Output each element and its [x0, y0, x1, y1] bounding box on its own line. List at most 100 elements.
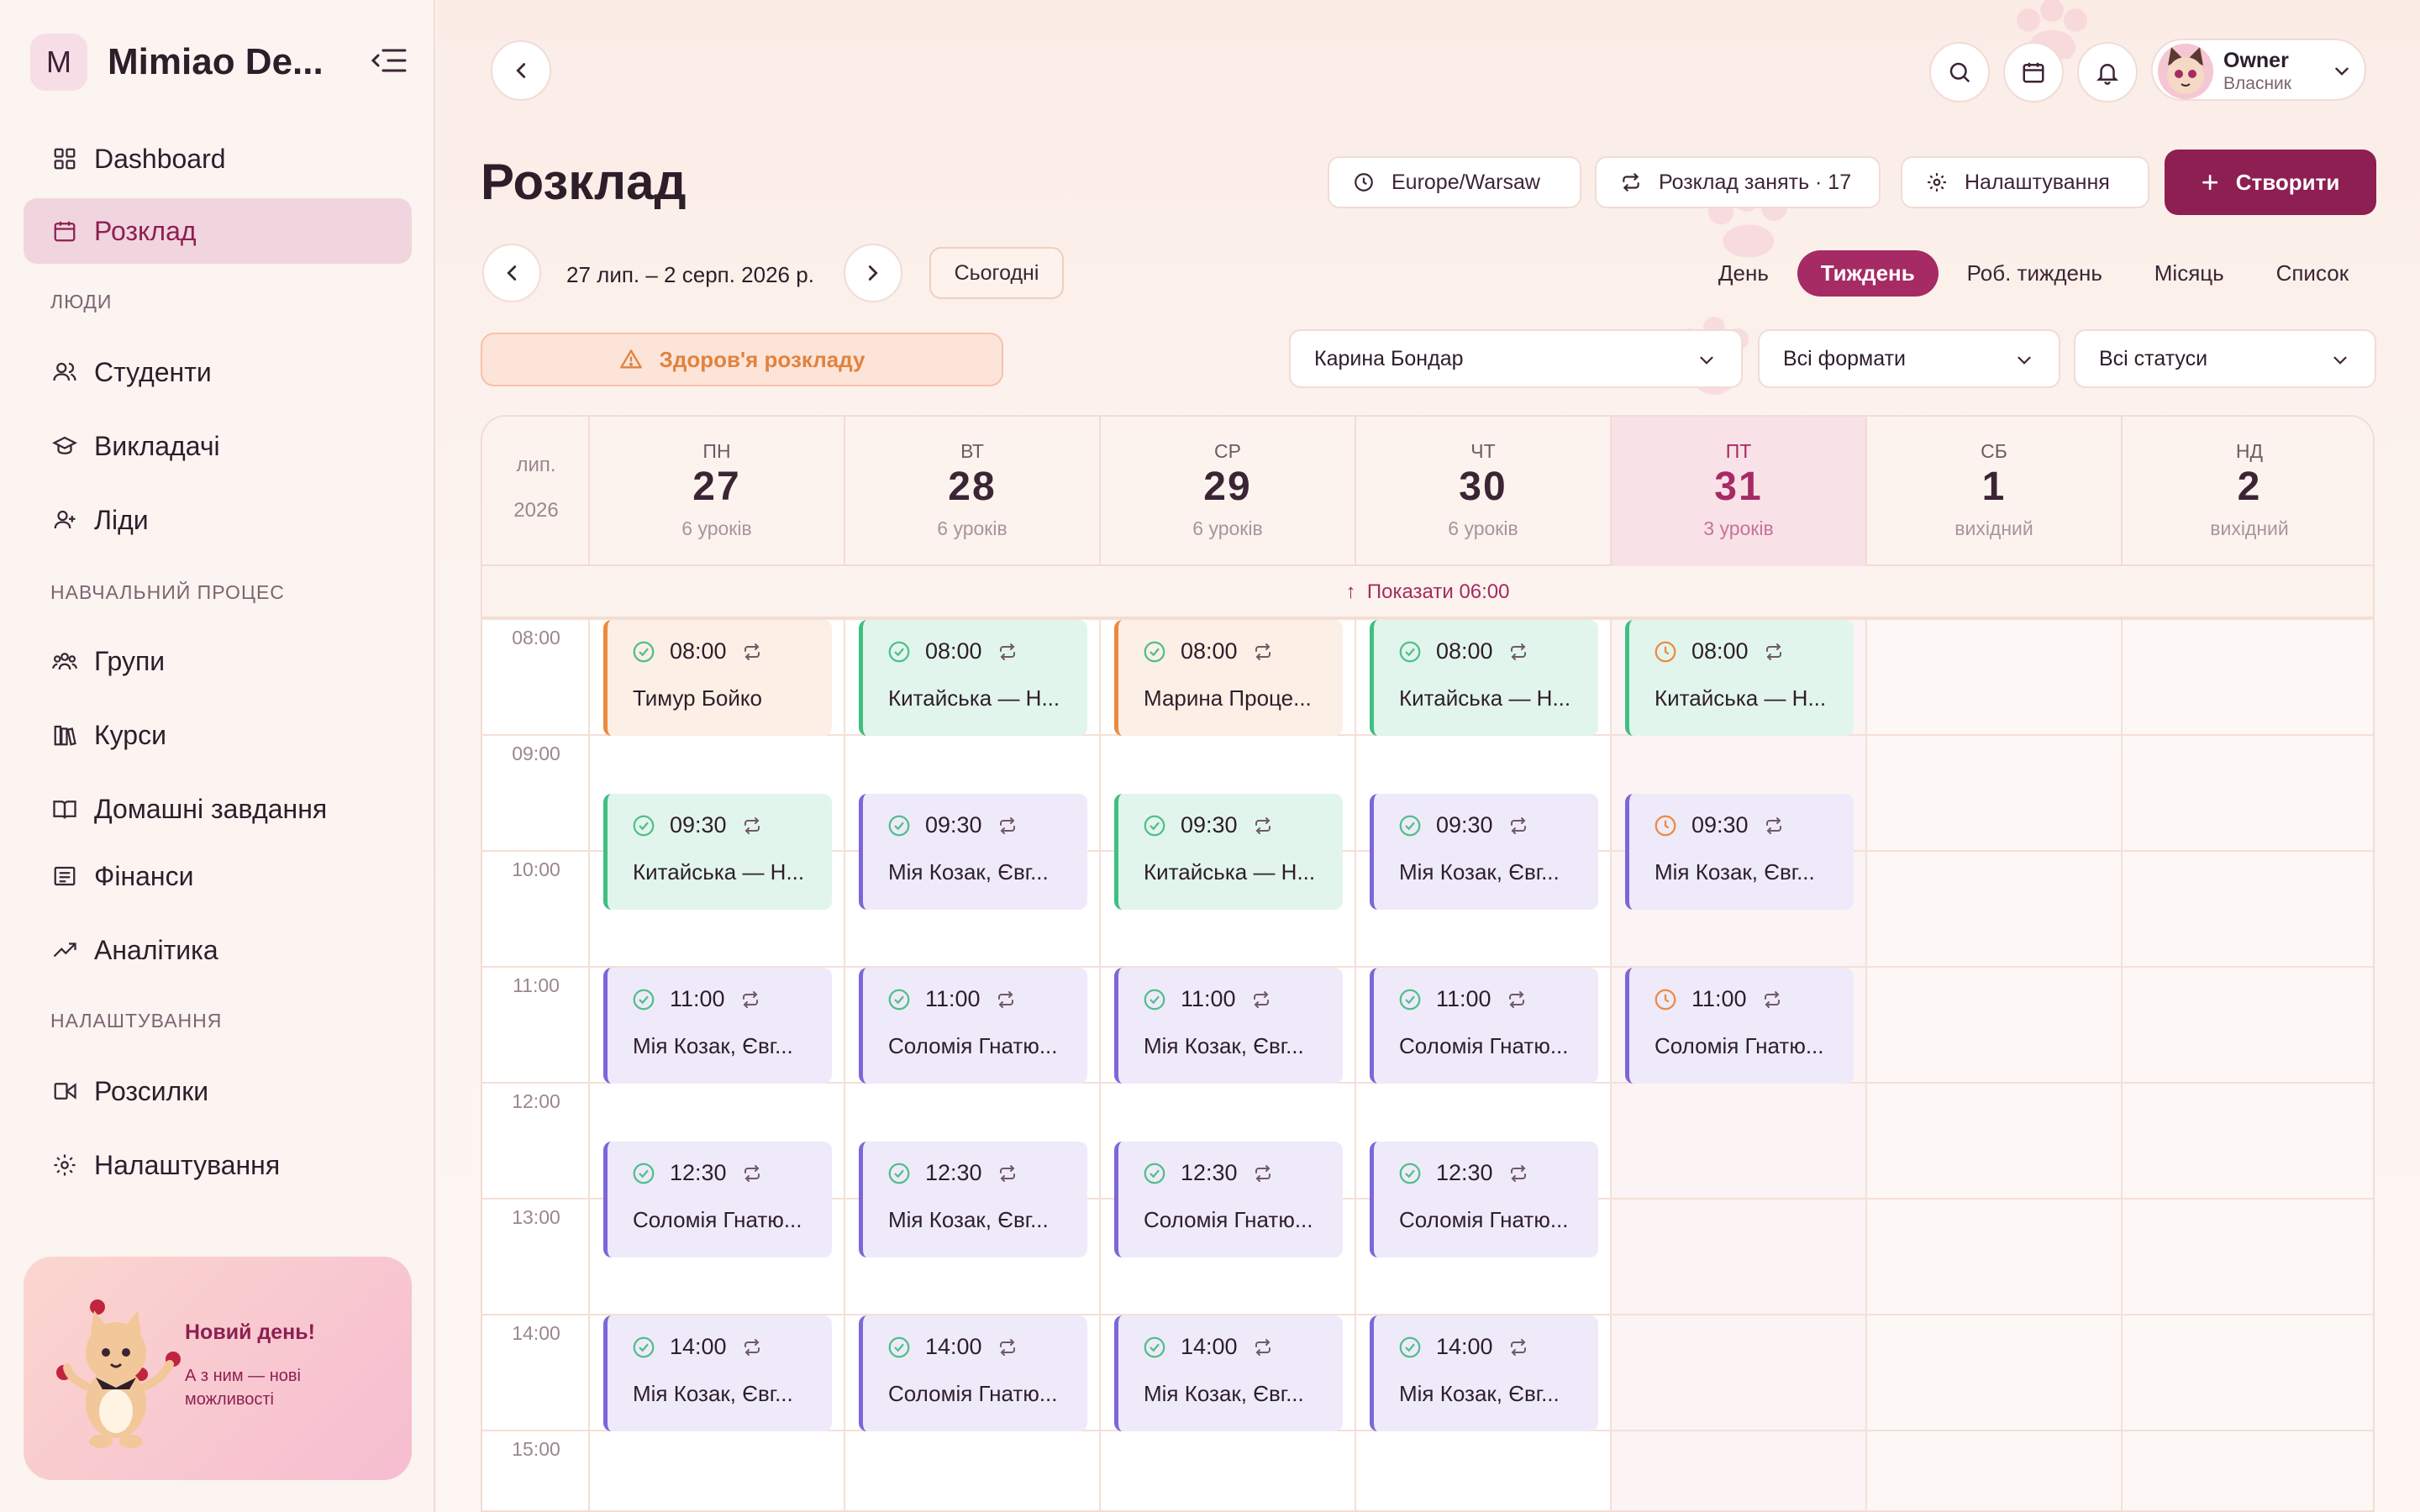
lesson-card[interactable]: 11:00 Соломія Гнатю... — [859, 968, 1087, 1084]
send-icon — [54, 1083, 76, 1100]
search-button[interactable] — [1929, 42, 1990, 102]
hour-line — [482, 966, 2373, 968]
lesson-card[interactable]: 08:00 Китайська — Н... — [1370, 620, 1598, 736]
calendar-button[interactable] — [2003, 42, 2064, 102]
user-menu[interactable]: Owner Власник — [2151, 39, 2366, 101]
prev-week-button[interactable] — [482, 244, 541, 302]
format-select[interactable]: Всі формати — [1758, 329, 2060, 388]
sidebar-item-teachers[interactable]: Викладачі — [24, 413, 412, 479]
lesson-card[interactable]: 14:00 Мія Козак, Євг... — [1370, 1315, 1598, 1431]
tab-list[interactable]: Список — [2275, 260, 2349, 286]
tab-work-week[interactable]: Роб. тиждень — [1966, 260, 2102, 286]
date-range: 27 лип. – 2 серп. 2026 р. — [566, 262, 814, 287]
lesson-card[interactable]: 09:30 Мія Козак, Євг... — [1625, 794, 1854, 910]
sidebar-item-label: Dashboard — [94, 143, 226, 174]
lesson-card[interactable]: 08:00 Китайська — Н... — [859, 620, 1087, 736]
lesson-time-row: 09:30 — [1397, 812, 1528, 838]
lesson-card[interactable]: 14:00 Мія Козак, Євг... — [1114, 1315, 1343, 1431]
lesson-card[interactable]: 12:30 Соломія Гнатю... — [1114, 1142, 1343, 1257]
lesson-card[interactable]: 09:30 Мія Козак, Євг... — [859, 794, 1087, 910]
lesson-card[interactable]: 14:00 Соломія Гнатю... — [859, 1315, 1087, 1431]
lesson-title: Мія Козак, Євг... — [1399, 859, 1560, 885]
lesson-card[interactable]: 08:00 Марина Проце... — [1114, 620, 1343, 736]
lesson-title: Соломія Гнатю... — [633, 1207, 802, 1232]
day-header[interactable]: СР 29 6 уроків — [1101, 417, 1356, 566]
check-circle-icon — [633, 989, 655, 1010]
tab-week[interactable]: Тиждень — [1797, 249, 1939, 297]
sidebar-item-students[interactable]: Студенти — [24, 339, 412, 405]
sidebar-item-schedule[interactable]: Розклад — [24, 198, 412, 264]
lesson-title: Мія Козак, Євг... — [1655, 859, 1815, 885]
repeat-icon — [1623, 173, 1639, 192]
lesson-card[interactable]: 11:00 Мія Козак, Євг... — [603, 968, 832, 1084]
lesson-title: Мія Козак, Євг... — [633, 1033, 793, 1058]
sidebar-item-leads[interactable]: Ліди — [24, 487, 412, 553]
lesson-card[interactable]: 09:30 Китайська — Н... — [603, 794, 832, 910]
lesson-card[interactable]: 09:30 Мія Козак, Євг... — [1370, 794, 1598, 910]
lesson-card[interactable]: 08:00 Тимур Бойко — [603, 620, 832, 736]
lesson-time-row: 08:00 — [631, 638, 762, 664]
day-header[interactable]: ПН 27 6 уроків — [590, 417, 845, 566]
calendar-grid: 08:00 09:00 10:00 11:00 12:00 13:00 14:00 15:00… — [482, 618, 2373, 1510]
section-people-label: ЛЮДИ — [50, 291, 113, 312]
day-lesson-count: вихідний — [1954, 517, 2033, 539]
tab-month[interactable]: Місяць — [2154, 260, 2224, 286]
sidebar-item-mailings[interactable]: Розсилки — [24, 1058, 412, 1124]
lesson-card[interactable]: 14:00 Мія Козак, Євг... — [603, 1315, 832, 1431]
lesson-card[interactable]: 09:30 Китайська — Н... — [1114, 794, 1343, 910]
recurring-schedule-button[interactable]: Розклад занять · 17 — [1595, 156, 1881, 208]
section-learning-label: НАВЧАЛЬНИЙ ПРОЦЕС — [50, 581, 285, 603]
sidebar-item-homework[interactable]: Домашні завдання — [24, 776, 412, 842]
day-header[interactable]: СБ 1 вихідний — [1867, 417, 2123, 566]
day-name: СБ — [1981, 440, 2007, 462]
repeat-icon — [999, 816, 1015, 834]
collapse-sidebar-icon[interactable] — [370, 44, 408, 77]
settings-button[interactable]: Налаштування — [1901, 156, 2149, 208]
lesson-time-row: 14:00 — [886, 1334, 1018, 1360]
notifications-button[interactable] — [2077, 42, 2138, 102]
schedule-health-button[interactable]: Здоров'я розкладу — [481, 333, 1003, 386]
day-header[interactable]: ПТ 31 3 уроків — [1612, 417, 1867, 566]
repeat-icon — [1510, 1338, 1526, 1356]
create-button[interactable]: + Створити — [2165, 150, 2376, 215]
brand[interactable]: M Mimiao De... — [30, 34, 324, 91]
lesson-card[interactable]: 12:30 Соломія Гнатю... — [1370, 1142, 1598, 1257]
lesson-title: Мія Козак, Євг... — [633, 1381, 793, 1406]
lesson-time: 08:00 — [1691, 638, 1749, 664]
sidebar-item-settings[interactable]: Налаштування — [24, 1132, 412, 1198]
calendar-year: 2026 — [513, 499, 559, 522]
show-earlier-button[interactable]: ↑ Показати 06:00 — [482, 566, 2373, 618]
repeat-icon — [1765, 816, 1781, 834]
sidebar-item-label: Розклад — [94, 215, 197, 246]
back-button[interactable] — [491, 40, 551, 101]
sidebar-item-groups[interactable]: Групи — [24, 628, 412, 694]
lesson-card[interactable]: 12:30 Мія Козак, Євг... — [859, 1142, 1087, 1257]
tab-day[interactable]: День — [1718, 260, 1769, 286]
lesson-time: 09:30 — [1181, 812, 1238, 837]
lesson-card[interactable]: 11:00 Соломія Гнатю... — [1625, 968, 1854, 1084]
check-circle-icon — [888, 1336, 910, 1357]
sidebar-item-analytics[interactable]: Аналітика — [24, 917, 412, 983]
day-header[interactable]: НД 2 вихідний — [2123, 417, 2373, 566]
day-header[interactable]: ВТ 28 6 уроків — [845, 417, 1101, 566]
lesson-time: 09:30 — [1436, 812, 1493, 837]
timezone-button[interactable]: Europe/Warsaw — [1328, 156, 1581, 208]
day-lesson-count: 6 уроків — [1192, 517, 1263, 539]
lesson-card[interactable]: 11:00 Мія Козак, Євг... — [1114, 968, 1343, 1084]
lesson-card[interactable]: 12:30 Соломія Гнатю... — [603, 1142, 832, 1257]
lesson-card[interactable]: 08:00 Китайська — Н... — [1625, 620, 1854, 736]
teacher-select[interactable]: Карина Бондар — [1289, 329, 1743, 388]
today-button[interactable]: Сьогодні — [929, 247, 1064, 299]
sidebar-item-dashboard[interactable]: Dashboard — [24, 126, 412, 192]
check-circle-icon — [633, 815, 655, 836]
next-week-button[interactable] — [844, 244, 902, 302]
sidebar-item-finance[interactable]: Фінанси — [24, 843, 412, 909]
lesson-time-row: 11:00 — [886, 986, 1016, 1012]
day-lesson-count: 6 уроків — [1448, 517, 1518, 539]
lesson-card[interactable]: 11:00 Соломія Гнатю... — [1370, 968, 1598, 1084]
day-header[interactable]: ЧТ 30 6 уроків — [1356, 417, 1612, 566]
lesson-time: 14:00 — [1181, 1334, 1238, 1359]
status-select[interactable]: Всі статуси — [2074, 329, 2376, 388]
sidebar-item-courses[interactable]: Курси — [24, 702, 412, 768]
repeat-icon — [999, 1164, 1015, 1182]
